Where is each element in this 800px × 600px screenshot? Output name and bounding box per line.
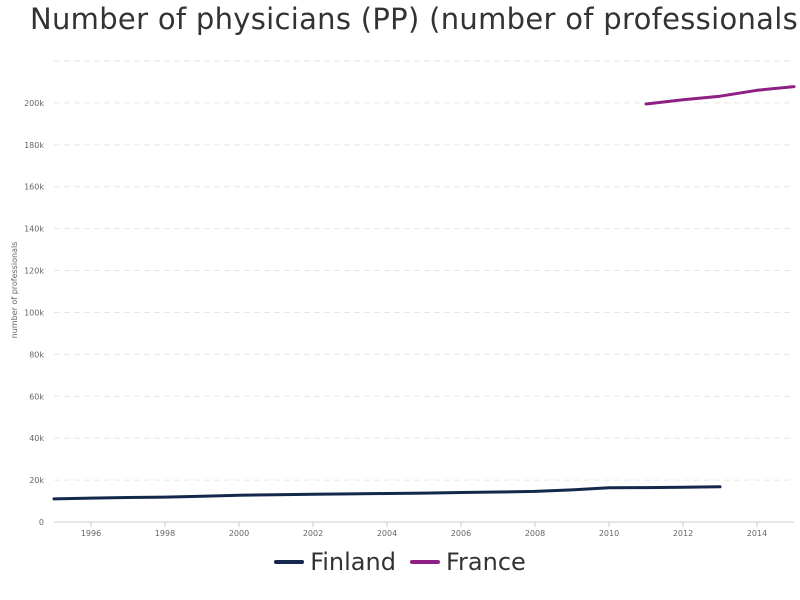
axes <box>54 521 794 527</box>
x-tick-label: 2002 <box>303 529 323 538</box>
x-tick-label: 2014 <box>747 529 767 538</box>
legend-item-finland[interactable]: Finland <box>274 548 396 576</box>
series-line-finland <box>52 485 722 501</box>
x-tick-label: 2010 <box>599 529 619 538</box>
legend-label: France <box>445 548 526 576</box>
y-tick-label: 180k <box>24 141 44 150</box>
tick-labels: 0 20k 40k 60k 80k 100k 120k 140k 160k 180k 200k 199… <box>24 99 767 538</box>
y-tick-label: 120k <box>24 267 44 276</box>
legend: Finland France <box>0 548 800 576</box>
x-tick-label: 2006 <box>451 529 471 538</box>
x-tick-label: 2008 <box>525 529 545 538</box>
series-line-france <box>644 85 796 106</box>
grid-lines <box>54 60 794 481</box>
y-tick-label: 160k <box>24 183 44 192</box>
y-tick-label: 20k <box>29 476 44 485</box>
chart-title: Number of physicians (PP) (number of pro… <box>30 2 800 36</box>
y-tick-label: 140k <box>24 225 44 234</box>
y-axis-label: number of professionals <box>10 242 19 339</box>
series-lines <box>52 85 796 501</box>
y-tick-label: 200k <box>24 99 44 108</box>
x-tick-label: 2012 <box>673 529 693 538</box>
x-tick-label: 1998 <box>155 529 175 538</box>
x-tick-label: 2004 <box>377 529 397 538</box>
legend-item-france[interactable]: France <box>409 548 526 576</box>
legend-swatch <box>409 560 440 564</box>
y-tick-label: 100k <box>24 308 44 317</box>
x-tick-label: 1996 <box>81 529 101 538</box>
y-tick-label: 40k <box>29 434 44 443</box>
legend-label: Finland <box>310 548 396 576</box>
x-tick-label: 2000 <box>229 529 249 538</box>
y-tick-label: 80k <box>29 350 44 359</box>
legend-swatch <box>274 560 305 564</box>
y-tick-label: 60k <box>29 392 44 401</box>
y-tick-label: 0 <box>39 518 44 527</box>
